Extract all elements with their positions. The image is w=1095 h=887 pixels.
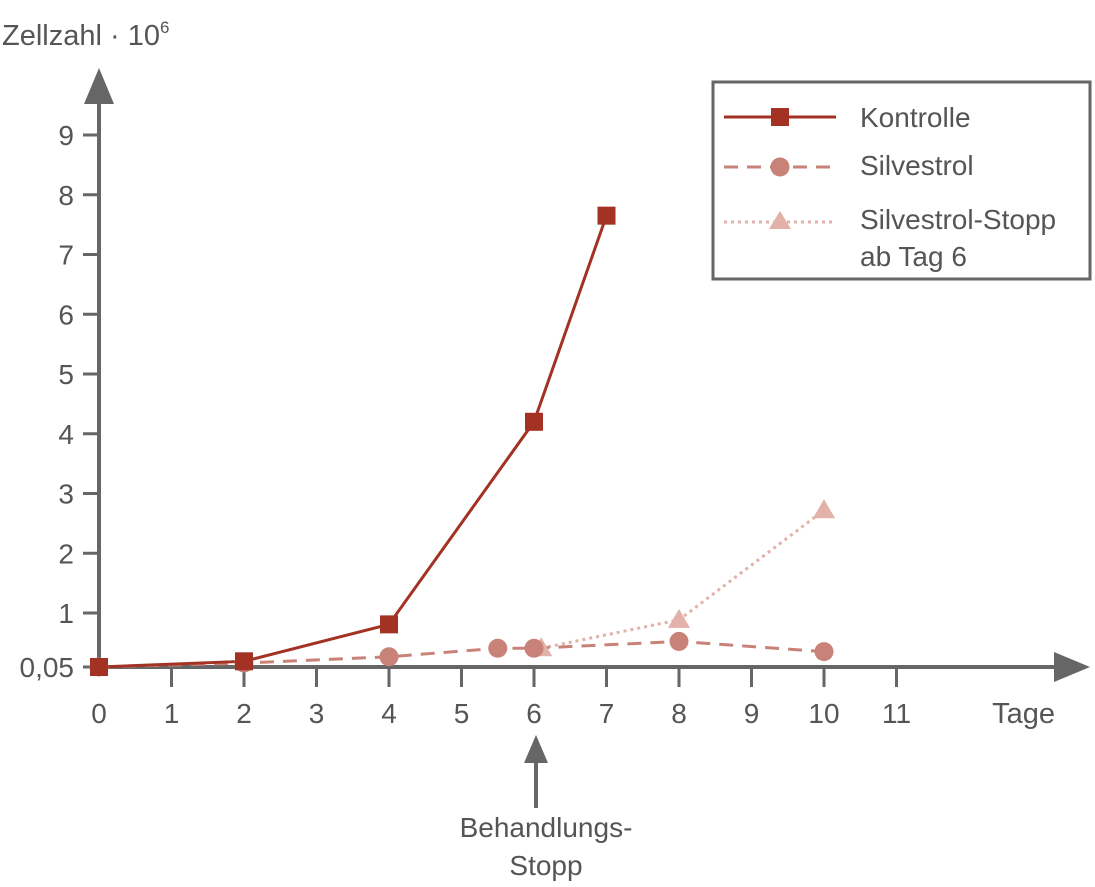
- series-line-kontrolle: [98, 215, 608, 669]
- x-tick-label: 3: [309, 698, 325, 729]
- legend: Kontrolle Silvestrol Silvestrol-Stopp ab…: [711, 80, 1092, 281]
- data-point-stopp: [813, 499, 835, 519]
- legend-silvestrol-label: Silvestrol: [860, 150, 974, 181]
- legend-kontrolle-marker: [771, 108, 789, 126]
- x-axis-arrowhead: [1054, 652, 1090, 682]
- legend-silvestrol-marker: [770, 157, 790, 177]
- y-tick-label: 8: [58, 180, 74, 211]
- x-axis-title: Tage: [992, 698, 1055, 730]
- y-tick-label: 3: [58, 479, 74, 510]
- data-point-silvestrol: [814, 642, 834, 662]
- x-tick-label: 7: [599, 698, 615, 729]
- data-point-silvestrol: [669, 631, 689, 651]
- treatment-stop-arrowhead: [524, 735, 548, 763]
- x-tick-label: 8: [671, 698, 687, 729]
- legend-kontrolle-label: Kontrolle: [860, 102, 971, 133]
- data-point-stopp: [668, 608, 690, 628]
- y-axis-title-exponent: 6: [160, 18, 169, 37]
- treatment-stop-label-line-1: Behandlungs-: [460, 812, 633, 843]
- x-tick-label: 10: [808, 698, 839, 729]
- treatment-stop-annotation: Behandlungs- Stopp: [460, 735, 633, 881]
- y-axis-arrowhead: [84, 68, 114, 104]
- legend-stopp-label-line-2: ab Tag 6: [860, 241, 967, 272]
- data-point-kontrolle: [380, 615, 398, 634]
- y-tick-label: 2: [58, 538, 74, 569]
- x-ticks: 0 1 2 3 4 5 6 7 8 9 10 11: [91, 667, 911, 729]
- y-axis-title-text: Zellzahl · 10: [2, 20, 160, 52]
- y-tick-label: 6: [58, 299, 74, 330]
- y-ticks: 0,05 1 2 3 4 5 6 7 8 9: [20, 120, 99, 683]
- y-tick-label: 9: [58, 120, 74, 151]
- x-tick-label: 5: [454, 698, 470, 729]
- x-tick-label: 4: [381, 698, 397, 729]
- data-point-kontrolle: [90, 658, 108, 676]
- data-point-kontrolle: [597, 206, 616, 225]
- data-point-silvestrol: [379, 647, 399, 667]
- legend-stopp-label-line-1: Silvestrol-Stopp: [860, 204, 1056, 235]
- data-point-kontrolle: [235, 652, 253, 671]
- x-tick-label: 6: [526, 698, 542, 729]
- data-point-silvestrol: [488, 638, 508, 658]
- y-axis-title: Zellzahl · 106: [2, 18, 169, 52]
- data-point-silvestrol: [524, 638, 544, 658]
- x-tick-label: 9: [744, 698, 760, 729]
- x-tick-label: 2: [236, 698, 252, 729]
- y-tick-label: 4: [58, 419, 74, 450]
- x-tick-label: 1: [164, 698, 180, 729]
- data-point-kontrolle: [525, 412, 543, 431]
- y-tick-label: 5: [58, 359, 74, 390]
- y-tick-label: 0,05: [20, 652, 75, 683]
- x-tick-label: 11: [882, 698, 911, 729]
- x-tick-label: 0: [91, 698, 107, 729]
- treatment-stop-label-line-2: Stopp: [509, 850, 582, 881]
- y-tick-label: 1: [58, 598, 74, 629]
- series-layer: [89, 206, 835, 677]
- legend-stopp-marker: [769, 211, 791, 229]
- y-tick-label: 7: [58, 240, 74, 271]
